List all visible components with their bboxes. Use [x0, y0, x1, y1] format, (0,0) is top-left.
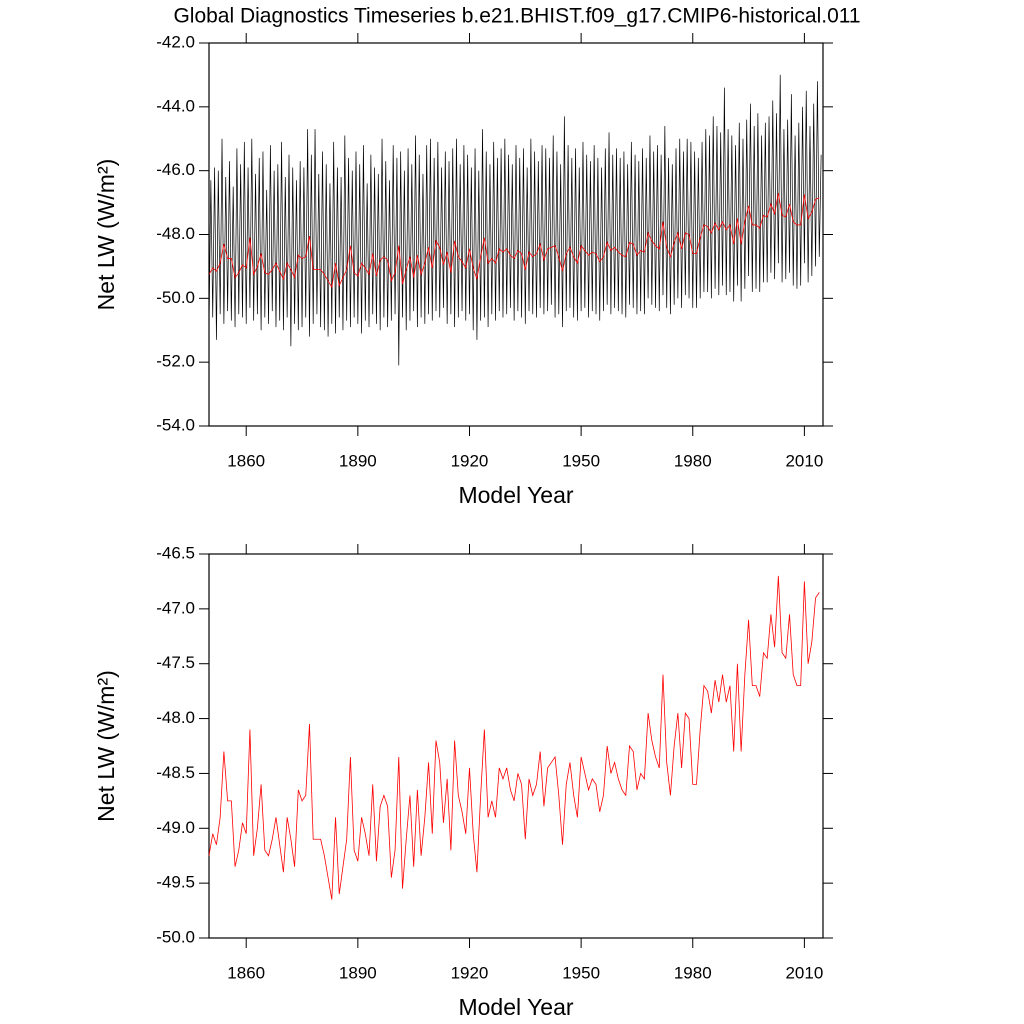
- y-tick-label: -47.0: [156, 598, 195, 617]
- x-axis-label: Model Year: [458, 482, 573, 508]
- y-tick-label: -42.0: [156, 32, 195, 51]
- x-tick-label: 1980: [674, 963, 712, 982]
- y-tick-label: -50.0: [156, 927, 195, 946]
- y-tick-label: -49.0: [156, 818, 195, 837]
- annual-line: [208, 192, 820, 289]
- x-tick-label: 1920: [451, 451, 489, 470]
- x-axis-label: Model Year: [458, 994, 573, 1020]
- x-tick-label: 1980: [674, 451, 712, 470]
- y-tick-label: -46.5: [156, 543, 195, 562]
- y-tick-label: -44.0: [156, 96, 195, 115]
- x-tick-label: 1950: [562, 963, 600, 982]
- x-tick-label: 1950: [562, 451, 600, 470]
- y-axis-label: Net LW (W/m²): [93, 159, 119, 311]
- annual-line: [208, 575, 820, 900]
- y-tick-label: -50.0: [156, 288, 195, 307]
- y-tick-label: -47.5: [156, 653, 195, 672]
- x-tick-label: 2010: [785, 963, 823, 982]
- chart-title: Global Diagnostics Timeseries b.e21.BHIS…: [173, 5, 860, 28]
- x-tick-label: 1890: [339, 451, 377, 470]
- x-tick-label: 1860: [227, 963, 265, 982]
- monthly-line: [208, 74, 822, 366]
- x-tick-label: 2010: [785, 451, 823, 470]
- y-tick-label: -54.0: [156, 415, 195, 434]
- x-tick-label: 1860: [227, 451, 265, 470]
- y-tick-label: -46.0: [156, 160, 195, 179]
- y-tick-label: -48.0: [156, 224, 195, 243]
- x-tick-label: 1920: [451, 963, 489, 982]
- y-tick-label: -48.5: [156, 763, 195, 782]
- y-axis-label: Net LW (W/m²): [93, 670, 119, 822]
- y-tick-label: -52.0: [156, 352, 195, 371]
- y-tick-label: -49.5: [156, 873, 195, 892]
- plot-frame: [208, 553, 824, 939]
- x-tick-label: 1890: [339, 963, 377, 982]
- y-tick-label: -48.0: [156, 708, 195, 727]
